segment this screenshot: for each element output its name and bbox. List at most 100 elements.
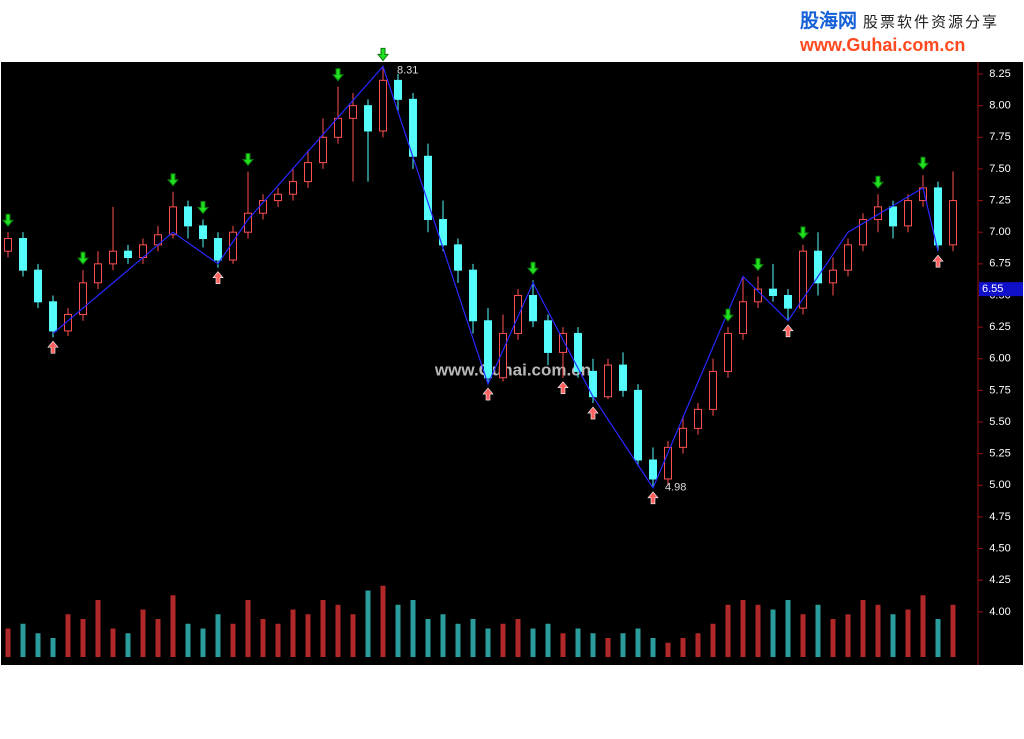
candle-body	[349, 105, 357, 119]
volume-bar	[560, 633, 566, 657]
candle-body	[454, 244, 462, 271]
candle-body	[304, 162, 312, 183]
candle-body	[199, 225, 207, 240]
volume-bar	[485, 628, 491, 657]
sell-arrow	[526, 261, 540, 276]
volume-bar	[500, 623, 506, 657]
candle-body	[49, 301, 57, 332]
volume-bar	[455, 623, 461, 657]
volume-bar	[155, 619, 161, 657]
y-tick-label: 7.25	[989, 194, 1010, 206]
candle-body	[64, 313, 72, 332]
candle-body	[874, 206, 882, 221]
candle-body	[499, 332, 507, 379]
last-price-box	[979, 282, 1023, 297]
candle-body	[79, 282, 87, 315]
volume-bar	[620, 633, 626, 657]
y-tick-label: 5.00	[989, 479, 1010, 491]
volume-bar	[740, 600, 746, 657]
candle-body	[814, 250, 822, 284]
plot-background	[1, 62, 1023, 665]
volume-bar	[125, 633, 131, 657]
candle-body	[739, 301, 747, 334]
high-label: 8.31	[397, 64, 418, 76]
y-tick-label: 7.75	[989, 131, 1010, 143]
volume-bar	[110, 628, 116, 657]
candle-body	[124, 250, 132, 259]
candle-body	[34, 269, 42, 303]
candle-body	[184, 206, 192, 227]
candle-body	[289, 181, 297, 195]
volume-bar	[875, 604, 881, 657]
candle-body	[634, 389, 642, 461]
candle-body	[574, 332, 582, 372]
candle-body	[484, 320, 492, 379]
volume-bar	[95, 600, 101, 657]
volume-bar	[725, 604, 731, 657]
candle-body	[379, 79, 387, 132]
buy-arrow	[647, 491, 659, 505]
candle-body	[859, 219, 867, 246]
volume-bar	[275, 623, 281, 657]
candle-body	[604, 364, 612, 398]
y-tick-label: 5.50	[989, 416, 1010, 428]
volume-bar	[410, 600, 416, 657]
volume-bar	[35, 633, 41, 657]
candle-body	[724, 332, 732, 372]
volume-bar	[20, 623, 26, 657]
candle-body	[244, 212, 252, 233]
volume-bar	[695, 633, 701, 657]
y-tick-label: 4.50	[989, 542, 1010, 554]
volume-bar	[335, 604, 341, 657]
candle-body	[619, 364, 627, 391]
volume-bar	[590, 633, 596, 657]
volume-bar	[905, 609, 911, 657]
volume-bar	[800, 614, 806, 657]
candle-body	[364, 105, 372, 132]
candle-body	[469, 269, 477, 322]
volume-bar	[755, 604, 761, 657]
candle-body	[799, 250, 807, 309]
sell-arrow	[196, 201, 210, 215]
volume-bar	[545, 623, 551, 657]
y-tick-label: 5.25	[989, 448, 1010, 460]
volume-bar	[230, 623, 236, 657]
y-tick-label: 6.25	[989, 321, 1010, 333]
y-tick-label: 7.00	[989, 226, 1010, 238]
candle-body	[214, 238, 222, 261]
volume-bar	[185, 623, 191, 657]
volume-bar	[365, 590, 371, 657]
candle-body	[394, 79, 402, 100]
volume-bar	[890, 614, 896, 657]
candle-body	[649, 459, 657, 480]
candle-body	[529, 294, 537, 322]
volume-bar	[215, 614, 221, 657]
volume-bar	[950, 604, 956, 657]
candle-body	[934, 187, 942, 246]
site-header: 股海网 股票软件资源分享 www.Guhai.com.cn	[800, 6, 1022, 56]
y-tick-label: 8.25	[989, 68, 1010, 80]
volume-bar	[920, 595, 926, 657]
sell-arrow	[751, 257, 765, 272]
last-price-label: 6.55	[982, 283, 1003, 295]
volume-bar	[770, 609, 776, 657]
buy-arrow	[932, 254, 944, 268]
sell-arrow	[376, 47, 390, 62]
candle-body	[709, 370, 717, 410]
candle-body	[769, 288, 777, 296]
volume-bar	[575, 628, 581, 657]
volume-bar	[635, 628, 641, 657]
volume-bar	[440, 614, 446, 657]
volume-bar	[305, 614, 311, 657]
volume-bar	[515, 619, 521, 657]
y-tick-label: 8.00	[989, 100, 1010, 112]
zigzag-line	[52, 65, 939, 490]
candle-body	[949, 200, 957, 246]
volume-bar	[290, 609, 296, 657]
watermark: www.Guhai.com.cn	[434, 360, 591, 379]
volume-bar	[395, 604, 401, 657]
candle-body	[694, 408, 702, 429]
candle-body	[334, 117, 342, 138]
